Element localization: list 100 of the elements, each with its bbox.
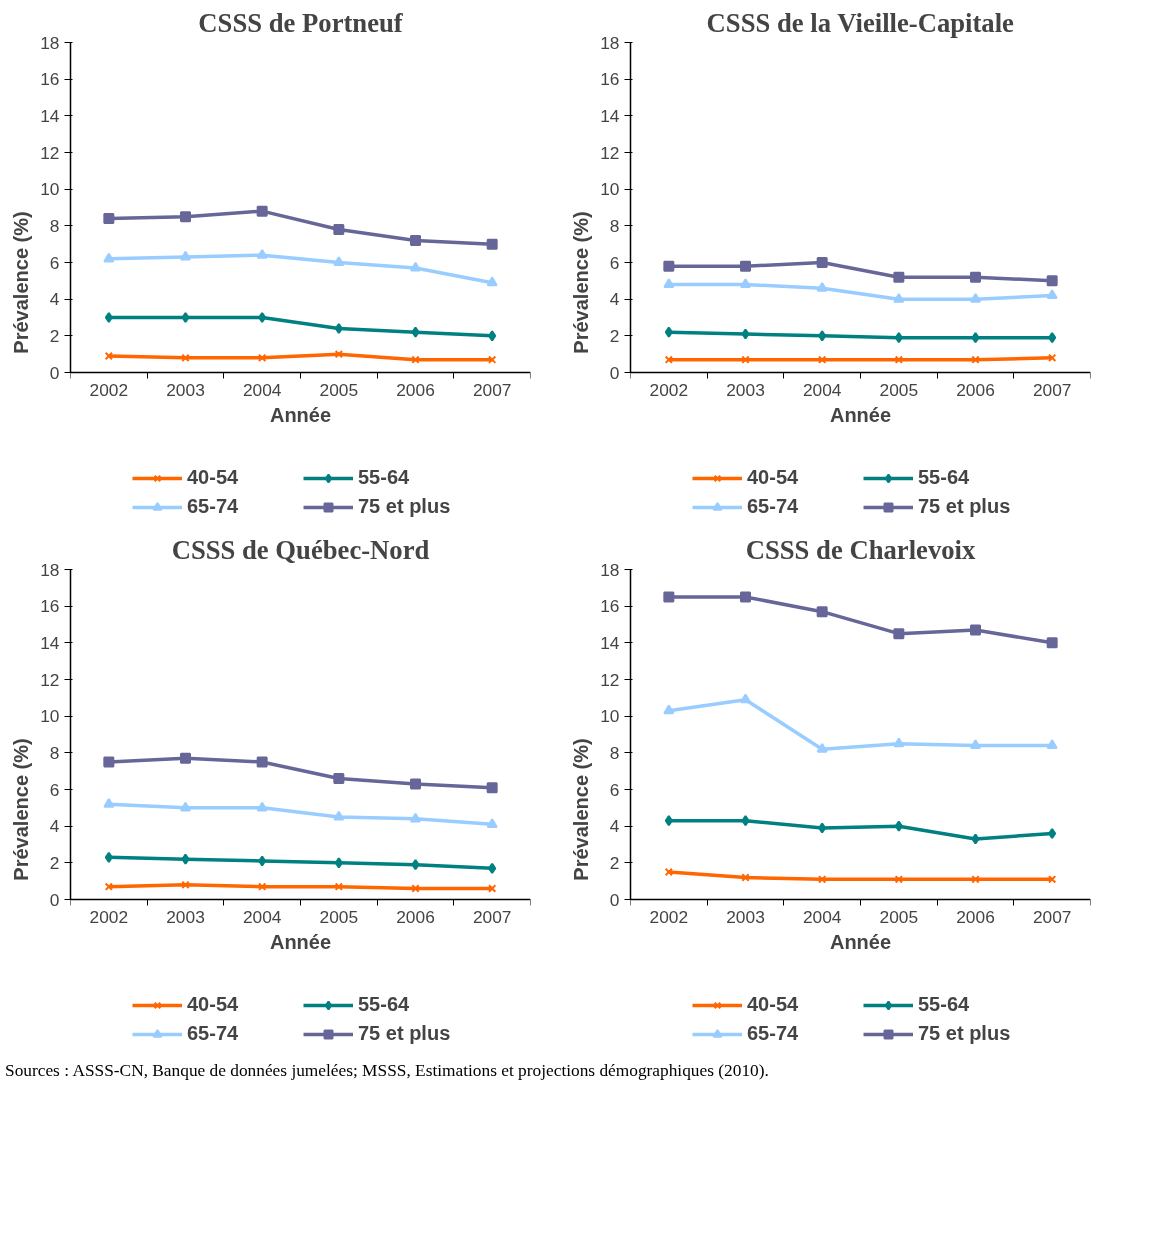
point [256, 248, 268, 259]
x-tick-label: 2007 [1032, 379, 1072, 400]
legend-label: 75 et plus [918, 495, 1012, 518]
point [893, 271, 905, 283]
point [893, 292, 905, 303]
legend-label: 55-64 [918, 993, 971, 1016]
point [741, 815, 750, 827]
y-tick-label: 18 [600, 32, 620, 53]
point [180, 211, 191, 223]
point [104, 851, 113, 863]
y-tick-label: 4 [609, 289, 620, 310]
y-tick-label: 18 [600, 559, 620, 580]
y-tick-label: 12 [40, 669, 60, 690]
point [410, 261, 421, 272]
point [1047, 875, 1057, 884]
x-tick-label: 2005 [319, 379, 359, 400]
point [1048, 332, 1057, 344]
y-tick-label: 6 [49, 779, 60, 800]
legend-label: 75 et plus [358, 495, 452, 518]
y-tick-label: 2 [609, 852, 620, 873]
x-tick-label: 2004 [242, 379, 282, 400]
point [180, 801, 191, 812]
y-tick-label: 16 [600, 596, 620, 617]
y-tick-label: 12 [600, 142, 620, 163]
x-axis-title: Année [269, 930, 332, 953]
point [411, 355, 420, 364]
x-tick-label: 2004 [802, 906, 842, 927]
point [411, 859, 420, 871]
point [664, 867, 674, 877]
point [816, 281, 828, 292]
point [103, 756, 115, 768]
x-tick-label: 2004 [242, 906, 282, 927]
x-tick-label: 2002 [649, 379, 689, 400]
x-axis-title: Année [269, 403, 332, 426]
point [180, 250, 191, 261]
point [181, 880, 190, 890]
point [488, 330, 497, 342]
y-tick-label: 4 [49, 289, 60, 310]
point [104, 351, 114, 361]
x-tick-label: 2007 [472, 379, 512, 400]
point [971, 875, 980, 884]
point [818, 822, 827, 834]
x-tick-label: 2005 [319, 906, 359, 927]
y-tick-label: 0 [609, 362, 620, 383]
y-tick-label: 0 [609, 889, 620, 910]
x-tick-label: 2007 [1032, 906, 1072, 927]
y-tick-label: 10 [40, 179, 60, 200]
point [334, 857, 343, 869]
point [256, 801, 268, 812]
y-tick-label: 4 [49, 816, 60, 837]
point [741, 873, 750, 882]
x-tick-label: 2002 [89, 379, 129, 400]
y-tick-label: 6 [609, 252, 620, 273]
chart-title: CSSS de Québec-Nord [171, 534, 430, 565]
y-tick-label: 16 [40, 69, 60, 90]
point [181, 353, 190, 363]
y-axis-title: Prévalence (%) [10, 738, 33, 881]
legend-label: 65-74 [187, 495, 240, 518]
point [257, 882, 267, 891]
x-tick-label: 2006 [396, 906, 435, 927]
point [486, 276, 498, 287]
point [334, 349, 344, 359]
y-tick-label: 6 [49, 252, 60, 273]
point [334, 323, 343, 334]
y-axis-title: Prévalence (%) [570, 738, 593, 881]
x-tick-label: 2003 [726, 379, 765, 400]
point [256, 756, 268, 768]
x-tick-label: 2006 [956, 906, 995, 927]
point [257, 353, 267, 363]
point [663, 591, 675, 603]
chart-title: CSSS de la Vieille-Capitale [706, 7, 1015, 38]
y-tick-label: 4 [609, 816, 620, 837]
y-tick-label: 2 [609, 325, 620, 346]
legend-label: 55-64 [358, 466, 411, 489]
point [1047, 353, 1057, 363]
point [486, 782, 498, 794]
point [894, 820, 903, 832]
y-tick-label: 8 [49, 215, 60, 236]
point [971, 833, 980, 845]
x-tick-label: 2004 [802, 379, 842, 400]
y-tick-label: 14 [40, 632, 60, 653]
chart-title: CSSS de Charlevoix [745, 534, 976, 565]
point [411, 326, 420, 338]
point [816, 606, 828, 618]
point [181, 853, 190, 865]
point [740, 693, 751, 704]
point [1046, 275, 1058, 287]
point [894, 875, 904, 884]
point [817, 875, 827, 884]
point [663, 704, 675, 715]
legend-label: 40-54 [747, 466, 800, 489]
y-tick-label: 18 [40, 559, 60, 580]
y-tick-label: 12 [600, 669, 620, 690]
x-tick-label: 2007 [472, 906, 512, 927]
point [333, 256, 345, 267]
y-tick-label: 8 [609, 215, 620, 236]
point [971, 332, 980, 344]
point [971, 355, 980, 364]
y-tick-label: 14 [40, 105, 60, 126]
legend-label: 40-54 [747, 993, 800, 1016]
